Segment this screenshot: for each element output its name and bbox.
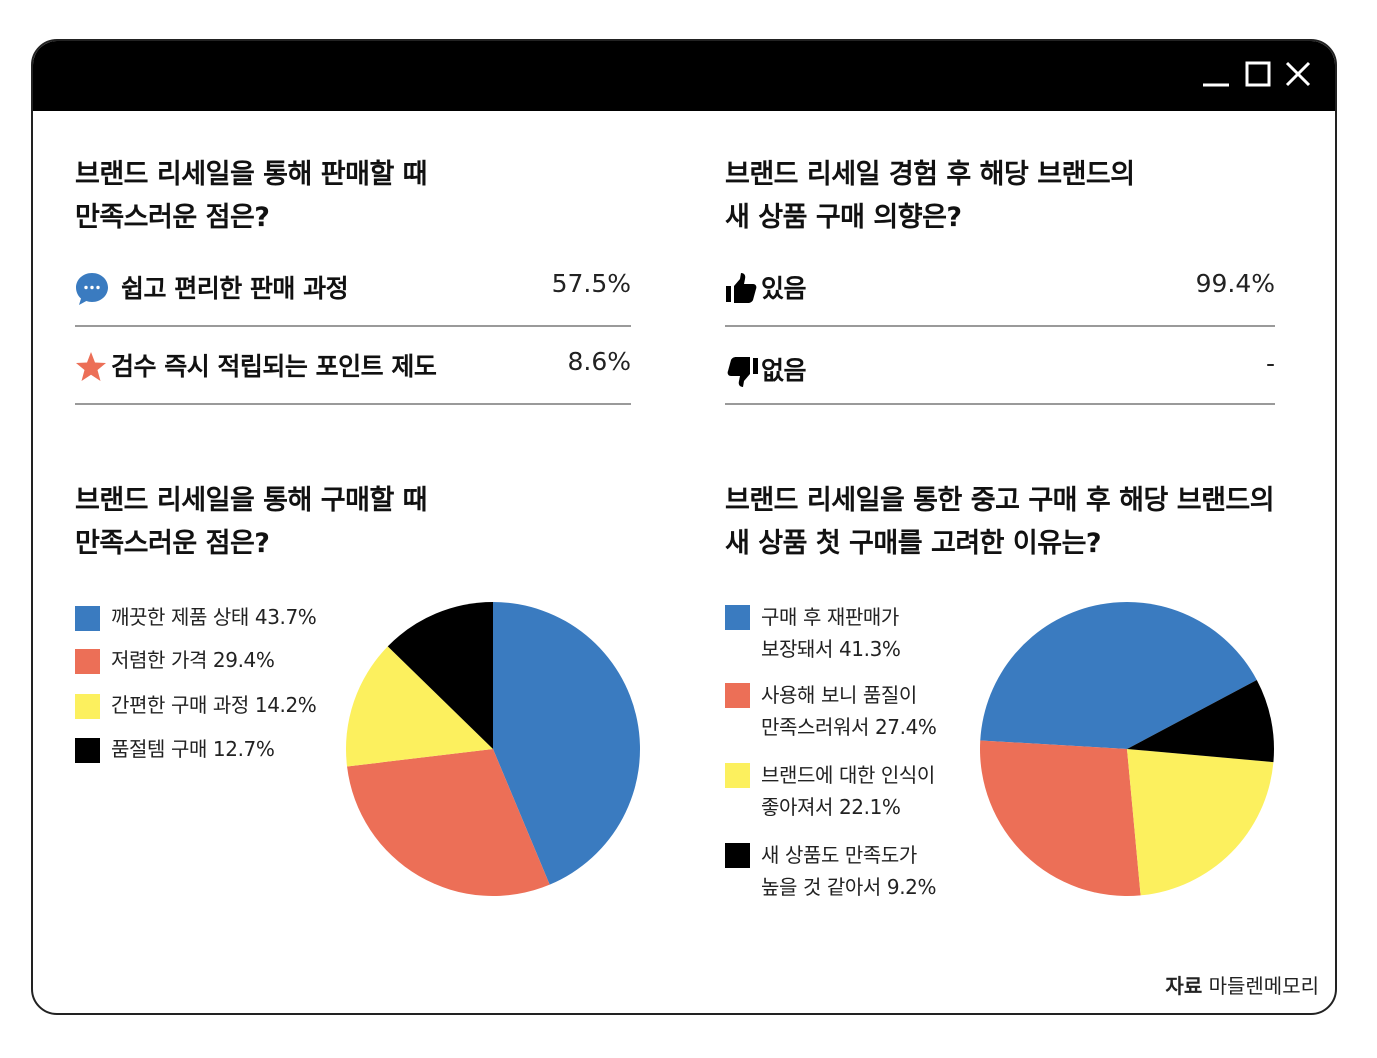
q2-row-2-value: - [1265,349,1275,378]
source-text: 마들렌메모리 [1208,974,1319,998]
q2-title-line2: 새 상품 구매 의향은? [725,202,962,233]
legend-label: 저렴한 가격 29.4% [111,648,275,672]
legend-label-line2: 좋아져서 22.1% [761,795,901,819]
pie2-legend: 구매 후 재판매가 보장돼서 41.3% 사용해 보니 품질이 만족스러워서 2… [725,601,985,911]
legend-label-line1: 사용해 보니 품질이 [761,683,917,707]
q2-row-1-value: 99.4% [1195,269,1275,298]
thumbs-down-icon [725,353,759,389]
legend-label-line2: 높을 것 같아서 9.2% [761,875,937,899]
legend-swatch-yellow [725,763,750,788]
pie-chart-1 [346,602,640,896]
legend-swatch-coral [725,683,750,708]
legend-label: 깨끗한 제품 상태 43.7% [111,605,317,629]
close-icon[interactable] [1281,57,1315,91]
q1-row-1-value: 57.5% [551,269,631,298]
q1-row-1: 쉽고 편리한 판매 과정 57.5% [75,249,631,327]
legend-swatch-blue [725,605,750,630]
thumbs-up-icon [725,271,759,307]
q4-title: 브랜드 리세일을 통한 중고 구매 후 해당 브랜드의 새 상품 첫 구매를 고… [725,479,1275,565]
q1-row-2-value: 8.6% [567,347,631,376]
pie-slice-2 [347,749,550,896]
pie1-legend: 깨끗한 제품 상태 43.7% 저렴한 가격 29.4% 간편한 구매 과정 1… [75,603,355,783]
pie-slice-1 [493,602,640,885]
legend-label-line2: 보장돼서 41.3% [761,637,901,661]
legend-swatch-black [75,738,100,763]
legend-label: 품절템 구매 12.7% [111,737,275,761]
legend-label: 브랜드에 대한 인식이 좋아져서 22.1% [761,759,935,823]
legend-swatch-black [725,843,750,868]
legend-label: 새 상품도 만족도가 높을 것 같아서 9.2% [761,839,936,903]
pie-slice-4 [1127,679,1274,763]
legend-swatch-coral [75,649,100,674]
legend-swatch-blue [75,606,100,631]
pie-slice-3 [1127,749,1274,896]
legend-label: 사용해 보니 품질이 만족스러워서 27.4% [761,679,937,743]
q1-title-line1: 브랜드 리세일을 통해 판매할 때 [75,159,428,190]
pie-slice-2 [980,740,1141,896]
q1-title-line2: 만족스러운 점은? [75,202,270,233]
q1-title: 브랜드 리세일을 통해 판매할 때 만족스러운 점은? [75,153,428,239]
legend-swatch-yellow [75,694,100,719]
source-label: 자료 [1165,974,1203,998]
maximize-icon[interactable] [1241,57,1275,91]
q4-title-line2: 새 상품 첫 구매를 고려한 이유는? [725,528,1102,559]
q2-row-2-label: 없음 [761,356,807,385]
q2-title: 브랜드 리세일 경험 후 해당 브랜드의 새 상품 구매 의향은? [725,153,1135,239]
pie-slice-3 [346,646,493,767]
q2-row-1: 있음 99.4% [725,249,1275,327]
title-bar [33,41,1335,111]
pie-slice-4 [387,602,493,749]
minimize-icon[interactable] [1199,57,1233,91]
q4-title-line1: 브랜드 리세일을 통한 중고 구매 후 해당 브랜드의 [725,485,1275,516]
q3-title-line2: 만족스러운 점은? [75,528,270,559]
legend-label-line1: 구매 후 재판매가 [761,605,899,629]
q2-row-1-label: 있음 [761,274,807,303]
chat-bubble-icon [75,271,109,307]
legend-label-line1: 브랜드에 대한 인식이 [761,763,935,787]
pie-slice-1 [980,602,1257,749]
app-window: 브랜드 리세일을 통해 판매할 때 만족스러운 점은? 쉽고 편리한 판매 과정… [31,39,1337,1015]
q3-title-line1: 브랜드 리세일을 통해 구매할 때 [75,485,428,516]
q2-row-2: 없음 - [725,327,1275,405]
legend-label: 구매 후 재판매가 보장돼서 41.3% [761,601,901,665]
legend-label-line2: 만족스러워서 27.4% [761,715,937,739]
q1-row-2-label: 검수 즉시 적립되는 포인트 제도 [111,352,437,381]
q2-title-line1: 브랜드 리세일 경험 후 해당 브랜드의 [725,159,1135,190]
pie-chart-2 [980,602,1274,896]
star-icon [75,349,109,385]
legend-label-line1: 새 상품도 만족도가 [761,843,917,867]
q1-row-2: 검수 즉시 적립되는 포인트 제도 8.6% [75,327,631,405]
legend-label: 간편한 구매 과정 14.2% [111,693,317,717]
q1-row-1-label: 쉽고 편리한 판매 과정 [121,274,349,303]
q3-title: 브랜드 리세일을 통해 구매할 때 만족스러운 점은? [75,479,428,565]
source-credit: 자료 마들렌메모리 [1165,970,1319,999]
